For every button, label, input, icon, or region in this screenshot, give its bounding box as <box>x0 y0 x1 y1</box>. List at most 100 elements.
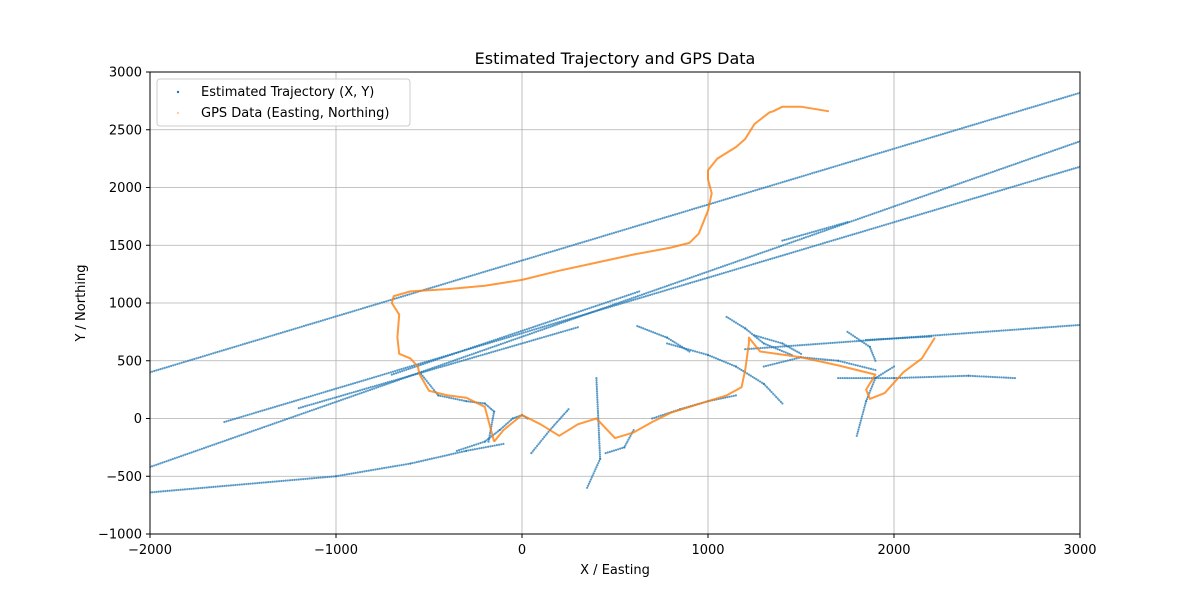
estimated-point <box>869 213 872 216</box>
estimated-point <box>908 336 911 339</box>
estimated-point <box>382 300 386 304</box>
estimated-point <box>488 340 491 343</box>
estimated-point <box>283 418 287 421</box>
estimated-point <box>758 380 762 383</box>
estimated-point <box>306 410 309 413</box>
estimated-point <box>167 365 171 368</box>
estimated-point <box>540 439 543 442</box>
estimated-point <box>598 308 601 312</box>
estimated-point <box>908 199 911 203</box>
estimated-point <box>339 394 343 397</box>
estimated-point <box>874 368 877 372</box>
estimated-point <box>500 443 503 446</box>
estimated-point <box>865 338 868 342</box>
estimated-point <box>948 186 951 189</box>
estimated-point <box>458 451 461 454</box>
estimated-point <box>686 277 689 280</box>
estimated-point <box>161 367 164 370</box>
estimated-point <box>853 340 856 343</box>
estimated-point <box>1056 148 1059 151</box>
estimated-point <box>994 117 997 120</box>
estimated-point <box>852 363 855 366</box>
estimated-point <box>497 443 501 446</box>
estimated-point <box>315 321 318 324</box>
estimated-point <box>769 363 772 366</box>
estimated-point <box>530 329 534 332</box>
estimated-point <box>1000 115 1004 118</box>
estimated-point <box>665 284 668 288</box>
estimated-point <box>795 357 798 360</box>
estimated-point <box>364 378 367 381</box>
estimated-point <box>182 361 185 364</box>
estimated-point <box>596 409 600 412</box>
estimated-point <box>468 445 471 448</box>
chart-title: Estimated Trajectory and GPS Data <box>475 49 756 68</box>
estimated-point <box>769 248 772 251</box>
estimated-point <box>511 332 514 336</box>
estimated-point <box>653 292 656 295</box>
estimated-point <box>595 466 598 469</box>
estimated-point <box>826 241 829 244</box>
estimated-point <box>296 414 299 417</box>
estimated-point <box>861 340 864 343</box>
estimated-point <box>598 446 601 450</box>
estimated-point <box>344 397 347 400</box>
estimated-point <box>752 189 755 193</box>
estimated-point <box>863 156 866 159</box>
estimated-point <box>917 336 920 339</box>
estimated-point <box>455 351 458 355</box>
estimated-point <box>848 220 851 224</box>
estimated-point <box>973 331 977 334</box>
estimated-point <box>439 283 443 286</box>
estimated-segment <box>604 428 635 455</box>
gps-path-lower <box>493 336 936 443</box>
x-tick-label: 2000 <box>877 543 910 558</box>
estimated-point <box>1059 171 1063 174</box>
estimated-point <box>1038 177 1042 180</box>
estimated-point <box>558 248 561 251</box>
estimated-point <box>689 349 692 352</box>
x-tick-label: 3000 <box>1063 543 1096 558</box>
estimated-point <box>525 328 529 331</box>
estimated-point <box>1070 168 1073 171</box>
estimated-point <box>439 455 442 458</box>
estimated-point <box>150 465 154 468</box>
estimated-point <box>712 275 715 278</box>
estimated-point <box>929 192 932 195</box>
estimated-point <box>440 356 443 359</box>
estimated-point <box>339 386 342 389</box>
estimated-point <box>741 193 744 196</box>
estimated-point <box>598 303 601 306</box>
estimated-point <box>613 304 616 307</box>
estimated-point <box>481 349 484 352</box>
estimated-point <box>878 338 881 341</box>
estimated-point <box>494 338 497 341</box>
estimated-point <box>960 181 963 184</box>
estimated-point <box>246 413 249 417</box>
estimated-point <box>995 169 999 172</box>
estimated-point <box>846 161 850 164</box>
estimated-point <box>487 437 490 441</box>
estimated-point <box>674 213 677 216</box>
estimated-point <box>906 376 909 379</box>
estimated-point <box>850 376 853 380</box>
estimated-point <box>484 270 487 273</box>
estimated-point <box>422 370 425 374</box>
estimated-point <box>207 486 211 489</box>
estimated-point <box>1046 326 1049 329</box>
estimated-point <box>444 355 447 358</box>
estimated-point <box>728 263 731 266</box>
estimated-point <box>442 356 445 359</box>
estimated-point <box>419 363 423 366</box>
estimated-point <box>339 399 343 402</box>
estimated-point <box>405 368 408 371</box>
estimated-point <box>899 219 902 222</box>
estimated-point <box>195 357 198 360</box>
estimated-point <box>537 329 540 333</box>
estimated-point <box>1011 111 1014 115</box>
estimated-point <box>471 274 474 277</box>
estimated-point <box>496 337 499 341</box>
estimated-point <box>670 343 673 346</box>
estimated-point <box>479 441 482 445</box>
estimated-point <box>585 312 588 315</box>
